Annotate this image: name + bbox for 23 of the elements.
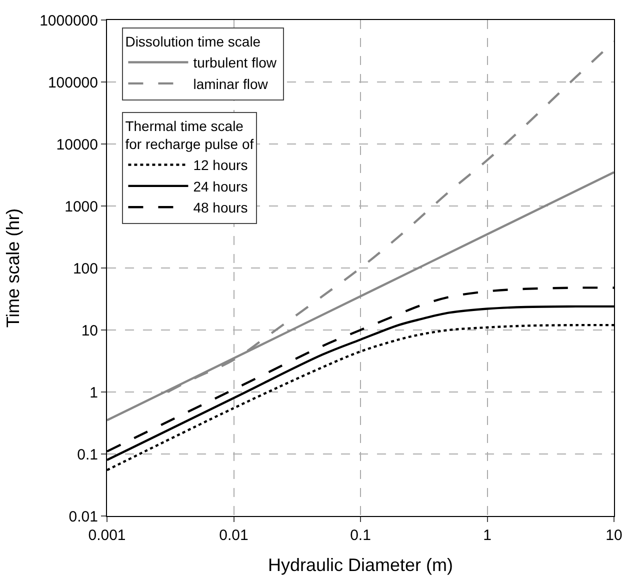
- x-axis-title: Hydraulic Diameter (m): [268, 555, 454, 576]
- legend-label: 48 hours: [193, 200, 248, 216]
- legend-label: 24 hours: [193, 178, 248, 194]
- y-tick-label: 100000: [48, 74, 98, 92]
- y-tick-label: 100: [72, 260, 98, 278]
- y-tick-label: 1000000: [40, 12, 98, 30]
- x-tick-label: 1: [483, 527, 492, 544]
- y-tick-label: 0.1: [77, 446, 98, 464]
- y-tick-label: 10000: [56, 136, 98, 154]
- y-tick-label: 0.01: [68, 508, 98, 526]
- y-tick-label: 1000: [64, 198, 98, 216]
- text: Dissolution time scale: [125, 34, 261, 50]
- y-axis-title: Time scale (hr): [2, 208, 23, 328]
- x-tick-label: 10: [606, 527, 622, 544]
- legend-label: 12 hours: [193, 157, 248, 174]
- x-tick-label: 0.001: [88, 527, 126, 544]
- legend-label: turbulent flow: [193, 54, 278, 71]
- text: Thermal time scale for recharge pulse of: [125, 118, 254, 152]
- y-tick-label: 10: [81, 322, 98, 340]
- y-tick-label: 1: [90, 384, 98, 402]
- x-tick-label: 0.1: [350, 527, 371, 544]
- legend-label: laminar flow: [193, 76, 269, 92]
- x-tick-label: 0.01: [219, 527, 248, 544]
